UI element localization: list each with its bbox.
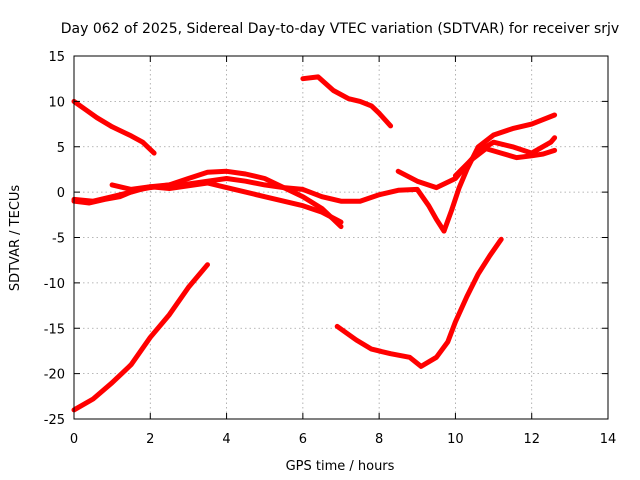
series-trace-e: [71, 112, 558, 234]
y-tick-labels: -25 -20 -15 -10 -5 0 5 10 15: [44, 50, 65, 428]
data-traces: [71, 74, 558, 413]
series-trace-b: [71, 262, 210, 413]
chart-title: Day 062 of 2025, Sidereal Day-to-day VTE…: [61, 21, 619, 37]
x-tick-label: 10: [447, 432, 464, 447]
x-axis-label: GPS time / hours: [286, 459, 395, 474]
x-tick-label: 14: [600, 432, 617, 447]
series-trace-i: [452, 146, 558, 179]
y-tick-label: 15: [48, 50, 65, 65]
y-tick-label: 0: [57, 186, 65, 201]
grid-lines: [74, 56, 608, 419]
series-trace-c: [300, 74, 394, 129]
y-tick-label: -5: [52, 232, 65, 247]
y-tick-label: -10: [44, 277, 65, 292]
x-tick-label: 8: [375, 432, 383, 447]
x-tick-label: 12: [523, 432, 540, 447]
y-tick-label: 10: [48, 95, 65, 110]
series-trace-g: [109, 180, 344, 225]
tick-marks: [73, 55, 609, 420]
x-tick-labels: 0 2 4 6 8 10 12 14: [70, 432, 616, 447]
y-tick-label: 5: [57, 141, 65, 156]
series-trace-h: [395, 135, 558, 191]
x-tick-label: 2: [146, 432, 154, 447]
x-tick-label: 0: [70, 432, 78, 447]
x-tick-label: 4: [222, 432, 230, 447]
series-trace-f: [71, 168, 344, 230]
y-tick-label: -25: [44, 413, 65, 428]
series-trace-a: [71, 98, 157, 156]
y-tick-label: -20: [44, 368, 65, 383]
x-tick-label: 6: [299, 432, 307, 447]
series-trace-d: [334, 236, 504, 369]
y-tick-label: -15: [44, 322, 65, 337]
y-axis-label: SDTVAR / TECUs: [8, 185, 23, 292]
